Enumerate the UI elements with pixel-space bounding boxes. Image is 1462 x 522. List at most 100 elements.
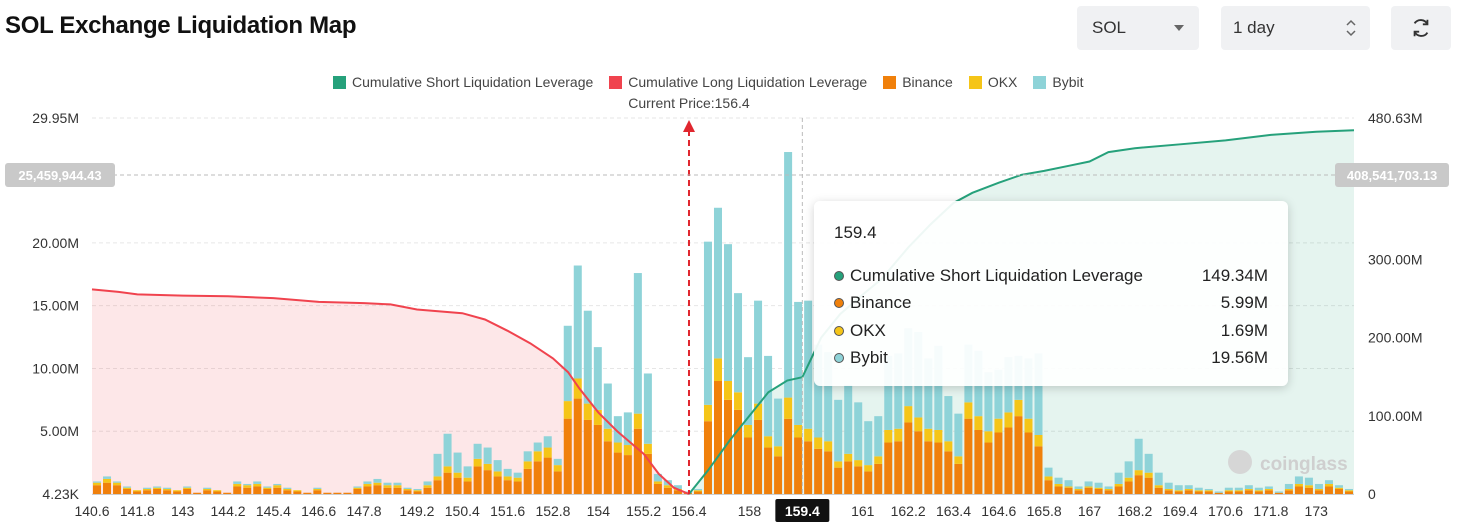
bar-binance [1184, 490, 1193, 494]
bar-bybit [1284, 483, 1293, 489]
x-tick-label: 147.8 [347, 503, 382, 519]
bar-binance [1064, 487, 1073, 494]
bar-bybit [403, 487, 412, 489]
bar-okx [413, 490, 422, 492]
bar-bybit [383, 482, 392, 486]
bar-okx [874, 456, 883, 464]
bar-binance [1304, 487, 1313, 494]
tooltip-row: Cumulative Short Liquidation Leverage 14… [834, 262, 1268, 290]
bar-okx [1264, 488, 1273, 491]
y-right-tick-label: 0 [1368, 486, 1376, 502]
legend-item-bybit[interactable]: Bybit [1033, 74, 1084, 90]
bar-bybit [1304, 477, 1313, 486]
bar-bybit [1264, 486, 1273, 489]
legend-item-short[interactable]: Cumulative Short Liquidation Leverage [333, 74, 593, 90]
tooltip-dot-okx [834, 325, 844, 336]
y-right-tick-label: 100.00M [1368, 408, 1422, 424]
tooltip-title: 159.4 [834, 223, 877, 242]
bar-bybit [443, 433, 452, 467]
tooltip-row-name: OKX [850, 320, 886, 340]
bar-binance [874, 463, 883, 494]
legend-item-okx[interactable]: OKX [968, 74, 1017, 90]
bar-okx [894, 428, 903, 442]
x-tick-label: 155.2 [626, 503, 661, 519]
bar-binance [1074, 490, 1083, 494]
bar-binance [253, 486, 262, 494]
bar-okx [1324, 483, 1333, 487]
bar-bybit [683, 491, 692, 493]
bar-okx [183, 487, 192, 489]
bar-bybit [784, 152, 793, 398]
bar-binance [1274, 492, 1283, 494]
bar-bybit [924, 358, 933, 429]
bar-binance [493, 476, 502, 494]
bar-okx [754, 403, 763, 420]
bar-binance [744, 437, 753, 494]
bar-bybit [774, 398, 783, 447]
bar-okx [1004, 412, 1013, 428]
bar-bybit [1204, 488, 1213, 491]
bar-bybit [633, 273, 642, 414]
x-tick-label: 150.4 [445, 503, 480, 519]
bar-bybit [183, 486, 192, 488]
bar-okx [703, 404, 712, 422]
bar-bybit [814, 344, 823, 438]
bar-okx [243, 485, 252, 488]
legend-swatch-bybit [1033, 75, 1047, 89]
bar-binance [904, 422, 913, 494]
bar-okx [423, 485, 432, 488]
bar-binance [824, 451, 833, 494]
bar-bybit [543, 436, 552, 448]
x-tick-label: 144.2 [211, 503, 246, 519]
bar-bybit [1314, 483, 1323, 489]
bar-bybit [583, 310, 592, 404]
bar-bybit [1234, 487, 1243, 491]
bar-binance [623, 455, 632, 494]
bar-binance [483, 470, 492, 494]
legend-item-binance[interactable]: Binance [883, 74, 953, 90]
bar-okx [653, 481, 662, 484]
bar-binance [583, 419, 592, 494]
x-tick-label: 152.8 [535, 503, 570, 519]
bar-binance [463, 481, 472, 494]
bar-okx [1024, 418, 1033, 433]
bar-okx [383, 485, 392, 488]
bar-okx [473, 458, 482, 467]
watermark: coinglass [1260, 454, 1348, 475]
bar-binance [864, 471, 873, 494]
bar-binance [1054, 486, 1063, 494]
crosshair-left-value: 25,459,944.43 [18, 168, 101, 183]
bar-okx [233, 483, 242, 487]
coinglass-logo-icon [1228, 450, 1252, 474]
legend-item-long[interactable]: Cumulative Long Liquidation Leverage [609, 74, 867, 90]
bar-okx [153, 487, 162, 489]
bar-binance [133, 491, 142, 494]
bar-binance [303, 492, 312, 494]
bar-bybit [283, 487, 292, 489]
up-down-chevron-icon [1346, 19, 1356, 37]
time-range-select[interactable]: 1 day [1221, 6, 1370, 50]
bar-bybit [103, 476, 112, 479]
bar-okx [774, 446, 783, 457]
bar-bybit [593, 347, 602, 410]
bar-binance [273, 487, 282, 494]
bar-bybit [563, 325, 572, 402]
bar-binance [663, 487, 672, 494]
bar-binance [343, 492, 352, 494]
bar-bybit [353, 486, 362, 488]
x-tick-label: 145.4 [256, 503, 291, 519]
symbol-select[interactable]: SOL [1077, 6, 1199, 50]
legend-label-long: Cumulative Long Liquidation Leverage [628, 74, 868, 90]
refresh-button[interactable] [1391, 6, 1451, 50]
bar-okx [203, 488, 212, 491]
bar-bybit [1034, 353, 1043, 435]
bar-binance [934, 442, 943, 494]
bar-okx [593, 409, 602, 425]
x-tick-label: 141.8 [120, 503, 155, 519]
bar-okx [493, 471, 502, 477]
bar-okx [864, 465, 873, 472]
bar-bybit [744, 357, 753, 425]
bar-bybit [994, 369, 1003, 419]
bar-binance [804, 441, 813, 494]
bar-binance [1214, 492, 1223, 494]
